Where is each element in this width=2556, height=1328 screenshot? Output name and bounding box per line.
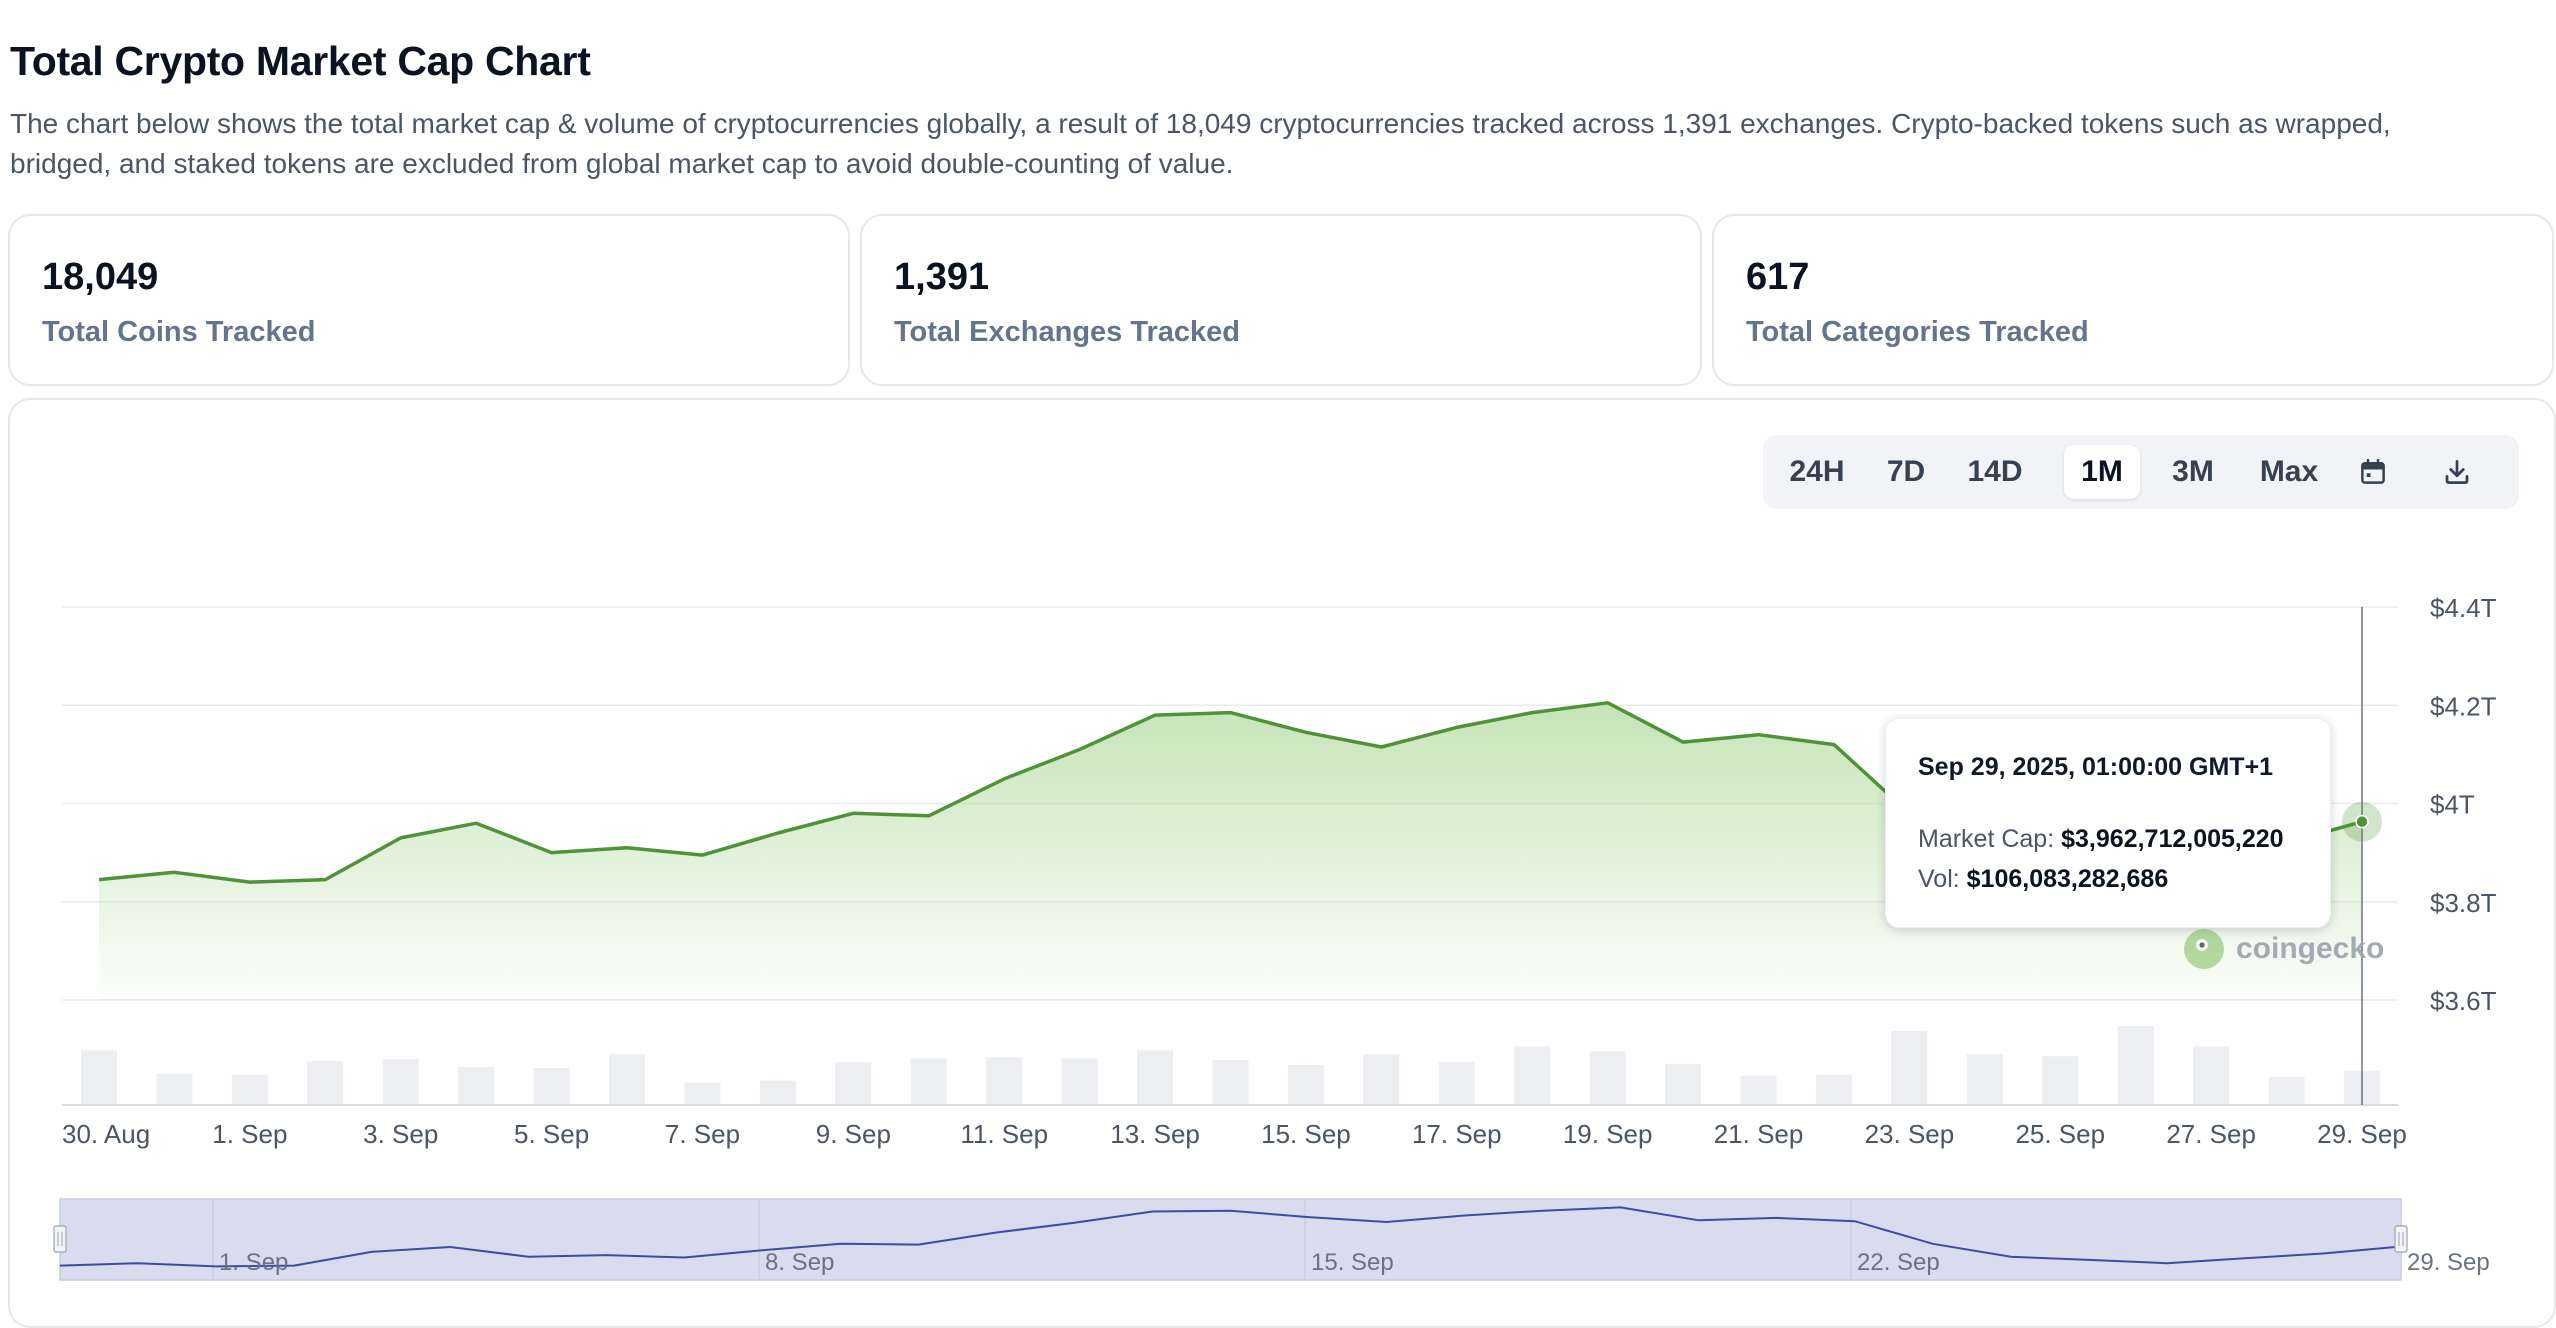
range-24h-button[interactable]: 24H <box>1789 455 1845 488</box>
navigator-right-handle[interactable] <box>2394 1225 2408 1253</box>
navigator-window <box>59 1198 2402 1281</box>
x-tick-label: 1. Sep <box>212 1119 287 1149</box>
tooltip-market-cap: Market Cap: $3,962,712,005,220 <box>1918 825 2284 854</box>
volume-bar <box>759 1080 796 1104</box>
tooltip-vol-value: $106,083,282,686 <box>1966 865 2169 893</box>
range-1m-button[interactable]: 1M <box>2064 445 2140 499</box>
x-tick-label: 25. Sep <box>2015 1119 2105 1149</box>
volume-bar <box>2042 1056 2079 1104</box>
x-tick-label: 5. Sep <box>514 1119 589 1149</box>
volume-bar <box>1287 1065 1324 1104</box>
stat-label: Total Categories Tracked <box>1746 316 2089 348</box>
volume-bar <box>986 1057 1023 1104</box>
coingecko-watermark: coingecko <box>2182 927 2384 971</box>
navigator-tick-label: 29. Sep <box>2407 1249 2490 1276</box>
time-range-selector: 24H 7D 14D 1M 3M Max <box>1763 435 2519 509</box>
volume-bar <box>382 1059 419 1104</box>
volume-bar <box>1363 1054 1400 1104</box>
stat-value: 617 <box>1746 256 1810 298</box>
x-tick-label: 27. Sep <box>2166 1119 2256 1149</box>
range-max-button[interactable]: Max <box>2259 455 2319 488</box>
navigator-left-handle[interactable] <box>53 1225 67 1253</box>
volume-bar <box>81 1050 117 1104</box>
volume-bar <box>1966 1054 2003 1104</box>
volume-bar <box>2117 1026 2154 1104</box>
volume-bar <box>1665 1064 1702 1104</box>
page-description: The chart below shows the total market c… <box>10 108 2391 179</box>
x-tick-label: 15. Sep <box>1261 1119 1351 1149</box>
x-tick-label: 9. Sep <box>816 1119 891 1149</box>
stat-label: Total Exchanges Tracked <box>894 316 1240 348</box>
volume-bar <box>1891 1030 1928 1104</box>
volume-bar <box>1438 1062 1475 1104</box>
navigator-tick-label: 15. Sep <box>1311 1249 1394 1276</box>
x-tick-label: 13. Sep <box>1110 1119 1200 1149</box>
x-tick-label: 7. Sep <box>665 1119 740 1149</box>
stat-card-categories: 617 Total Categories Tracked <box>1712 214 2554 386</box>
volume-bar <box>231 1074 268 1104</box>
navigator-tick-label: 1. Sep <box>219 1249 288 1276</box>
volume-bar <box>2268 1076 2305 1104</box>
x-tick-label: 29. Sep <box>2317 1119 2407 1149</box>
y-tick-label: $4T <box>2430 790 2475 820</box>
volume-bar <box>307 1061 344 1104</box>
gecko-logo-icon <box>2184 929 2224 969</box>
tooltip-volume: Vol: $106,083,282,686 <box>1918 865 2168 894</box>
download-icon[interactable] <box>2427 445 2487 499</box>
page-title: Total Crypto Market Cap Chart <box>10 38 591 84</box>
y-tick-label: $3.6T <box>2430 986 2497 1016</box>
volume-bar <box>609 1054 646 1104</box>
volume-bar <box>835 1062 872 1104</box>
volume-bar <box>1589 1051 1626 1104</box>
range-14d-button[interactable]: 14D <box>1967 455 2023 488</box>
volume-bar <box>1137 1050 1174 1104</box>
watermark-text: coingecko <box>2236 932 2385 965</box>
stat-value: 18,049 <box>42 256 159 298</box>
navigator-tick-label: 22. Sep <box>1857 1249 1940 1276</box>
market-cap-area <box>99 702 2362 1000</box>
x-tick-label: 21. Sep <box>1714 1119 1804 1149</box>
volume-bar <box>156 1073 193 1104</box>
tooltip-market-cap-value: $3,962,712,005,220 <box>2061 825 2284 853</box>
volume-bar <box>1061 1058 1098 1104</box>
volume-bar <box>1740 1075 1777 1104</box>
range-3m-button[interactable]: 3M <box>2172 455 2214 488</box>
x-tick-label: 19. Sep <box>1563 1119 1653 1149</box>
x-tick-label: 3. Sep <box>363 1119 438 1149</box>
x-tick-label: 23. Sep <box>1865 1119 1955 1149</box>
tooltip-vol-label: Vol: <box>1918 865 1960 893</box>
stat-card-exchanges: 1,391 Total Exchanges Tracked <box>860 214 1702 386</box>
volume-bar <box>2193 1046 2230 1104</box>
volume-bar <box>910 1058 947 1104</box>
y-tick-label: $3.8T <box>2430 888 2497 918</box>
calendar-icon[interactable] <box>2343 445 2403 499</box>
stat-card-coins: 18,049 Total Coins Tracked <box>8 214 850 386</box>
navigator-line <box>59 1206 2402 1268</box>
hover-point <box>2355 814 2369 829</box>
volume-bar <box>533 1067 570 1104</box>
chart-tooltip: Sep 29, 2025, 01:00:00 GMT+1 Market Cap:… <box>1885 718 2331 928</box>
x-tick-label: 17. Sep <box>1412 1119 1502 1149</box>
y-tick-label: $4.2T <box>2430 691 2497 721</box>
volume-bar <box>458 1066 495 1104</box>
volume-bar <box>1815 1074 1852 1104</box>
volume-bar <box>1212 1060 1249 1104</box>
range-7d-button[interactable]: 7D <box>1886 455 1926 488</box>
x-tick-label: 30. Aug <box>62 1119 150 1149</box>
navigator-tick-label: 8. Sep <box>765 1249 834 1276</box>
tooltip-date: Sep 29, 2025, 01:00:00 GMT+1 <box>1918 753 2274 781</box>
x-tick-label: 11. Sep <box>960 1119 1048 1149</box>
volume-bar <box>684 1082 721 1104</box>
stat-label: Total Coins Tracked <box>42 316 316 348</box>
stat-value: 1,391 <box>894 256 990 298</box>
y-tick-label: $4.4T <box>2430 593 2497 623</box>
tooltip-market-cap-label: Market Cap: <box>1918 825 2055 853</box>
volume-bar <box>1514 1046 1551 1104</box>
